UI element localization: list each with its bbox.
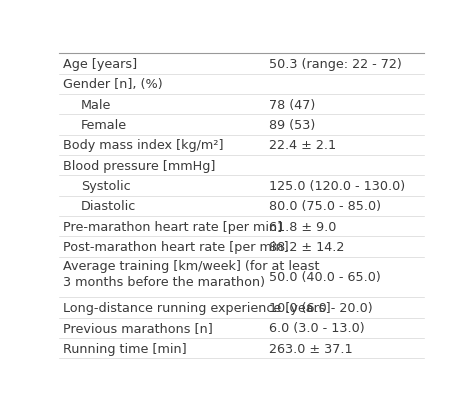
- Text: Diastolic: Diastolic: [81, 200, 136, 213]
- Text: Previous marathons [n]: Previous marathons [n]: [63, 321, 212, 335]
- Text: Long-distance running experience [years]: Long-distance running experience [years]: [63, 301, 330, 314]
- Text: 78 (47): 78 (47): [269, 99, 315, 112]
- Text: Average training [km/week] (for at least
3 months before the marathon): Average training [km/week] (for at least…: [63, 259, 319, 288]
- Text: Female: Female: [81, 119, 127, 132]
- Text: Pre-marathon heart rate [per min]: Pre-marathon heart rate [per min]: [63, 220, 282, 233]
- Text: Body mass index [kg/m²]: Body mass index [kg/m²]: [63, 139, 223, 152]
- Text: 10.0 (6.0 - 20.0): 10.0 (6.0 - 20.0): [269, 301, 373, 314]
- Text: Male: Male: [81, 99, 111, 112]
- Text: 263.0 ± 37.1: 263.0 ± 37.1: [269, 342, 352, 355]
- Text: 89 (53): 89 (53): [269, 119, 315, 132]
- Text: 50.0 (40.0 - 65.0): 50.0 (40.0 - 65.0): [269, 271, 381, 284]
- Text: 61.8 ± 9.0: 61.8 ± 9.0: [269, 220, 336, 233]
- Text: 80.0 (75.0 - 85.0): 80.0 (75.0 - 85.0): [269, 200, 381, 213]
- Text: 88.2 ± 14.2: 88.2 ± 14.2: [269, 240, 344, 253]
- Text: Systolic: Systolic: [81, 180, 130, 192]
- Text: Gender [n], (%): Gender [n], (%): [63, 78, 162, 91]
- Text: 6.0 (3.0 - 13.0): 6.0 (3.0 - 13.0): [269, 321, 365, 335]
- Text: Blood pressure [mmHg]: Blood pressure [mmHg]: [63, 159, 215, 172]
- Text: Age [years]: Age [years]: [63, 58, 137, 71]
- Text: Running time [min]: Running time [min]: [63, 342, 186, 355]
- Text: Post-marathon heart rate [per min]: Post-marathon heart rate [per min]: [63, 240, 288, 253]
- Text: 50.3 (range: 22 - 72): 50.3 (range: 22 - 72): [269, 58, 401, 71]
- Text: 22.4 ± 2.1: 22.4 ± 2.1: [269, 139, 336, 152]
- Text: 125.0 (120.0 - 130.0): 125.0 (120.0 - 130.0): [269, 180, 405, 192]
